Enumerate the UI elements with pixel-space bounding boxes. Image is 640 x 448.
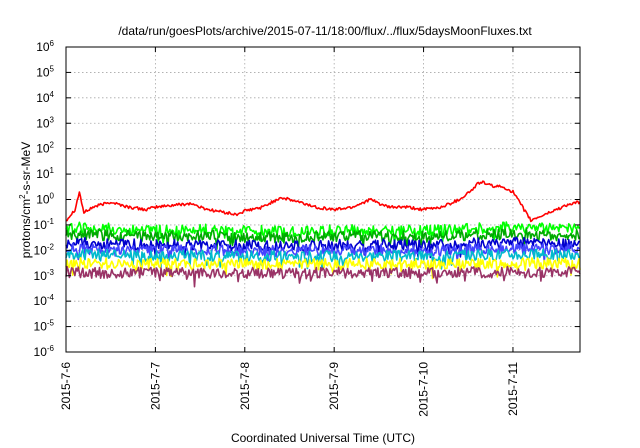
y-tick-label: 10-6 (34, 344, 55, 359)
y-tick-base: 10 (36, 116, 50, 130)
y-tick-exponent: -1 (47, 217, 55, 226)
x-tick-label: 2015-7-8 (238, 362, 252, 410)
series-line (65, 236, 581, 259)
y-axis-label: protons/cm2-s-sr-MeV (18, 142, 33, 258)
y-tick-base: 10 (34, 345, 48, 359)
y-tick-label: 10-4 (34, 293, 55, 308)
x-axis-label: Coordinated Universal Time (UTC) (231, 431, 415, 445)
y-tick-base: 10 (36, 193, 50, 207)
y-tick-label: 106 (36, 39, 54, 54)
y-tick-base: 10 (36, 167, 50, 181)
x-tick-label: 2015-7-6 (59, 362, 73, 410)
series-layer (65, 180, 581, 288)
series-line (65, 257, 581, 280)
x-tick-layer: 2015-7-6 2015-7-7 2015-7-8 2015-7-9 2015-7-1… (59, 47, 520, 417)
y-tick-exponent: 4 (50, 90, 55, 99)
y-tick-label: 100 (36, 192, 54, 207)
y-tick-exponent: -6 (47, 344, 55, 353)
y-tick-base: 10 (36, 91, 50, 105)
series-line (65, 180, 581, 223)
y-axis-label-tail: -s-sr-MeV (19, 142, 33, 195)
series-line (65, 265, 581, 288)
y-tick-exponent: 0 (50, 192, 55, 201)
series-line (65, 242, 581, 264)
y-tick-exponent: -3 (47, 268, 55, 277)
y-tick-label: 10-5 (34, 319, 55, 334)
y-tick-base: 10 (36, 40, 50, 54)
y-tick-base: 10 (34, 218, 48, 232)
y-tick-exponent: -2 (47, 242, 55, 251)
grid-layer (66, 47, 580, 352)
x-tick-label: 2015-7-9 (327, 362, 341, 410)
y-tick-label: 103 (36, 115, 54, 130)
y-tick-layer: 10-610-510-410-310-210-11001011021031041… (34, 39, 580, 359)
y-tick-exponent: -4 (47, 293, 55, 302)
chart-title: /data/run/goesPlots/archive/2015-07-11/1… (118, 24, 532, 38)
y-tick-label: 10-2 (34, 242, 55, 257)
y-tick-base: 10 (34, 243, 48, 257)
y-axis-label-base: protons/cm (19, 199, 33, 258)
x-tick-label: 2015-7-7 (148, 362, 162, 410)
y-tick-base: 10 (36, 142, 50, 156)
y-tick-base: 10 (36, 65, 50, 79)
x-tick-label: 2015-7-11 (506, 362, 520, 416)
y-tick-base: 10 (34, 294, 48, 308)
y-tick-label: 104 (36, 90, 54, 105)
series-line (65, 227, 581, 252)
y-tick-label: 105 (36, 64, 54, 79)
y-tick-base: 10 (34, 320, 48, 334)
y-tick-label: 101 (36, 166, 54, 181)
y-tick-exponent: -5 (47, 319, 55, 328)
y-tick-label: 10-3 (34, 268, 55, 283)
y-tick-label: 102 (36, 141, 54, 156)
y-tick-exponent: 1 (50, 166, 55, 175)
y-tick-exponent: 3 (50, 115, 55, 124)
y-tick-base: 10 (34, 269, 48, 283)
series-line (65, 221, 581, 245)
y-tick-exponent: 5 (50, 64, 55, 73)
y-tick-exponent: 2 (50, 141, 55, 150)
y-tick-label: 10-1 (34, 217, 55, 232)
y-axis-label-sup: 2 (18, 194, 27, 199)
x-tick-label: 2015-7-10 (417, 362, 431, 417)
y-tick-exponent: 6 (50, 39, 55, 48)
